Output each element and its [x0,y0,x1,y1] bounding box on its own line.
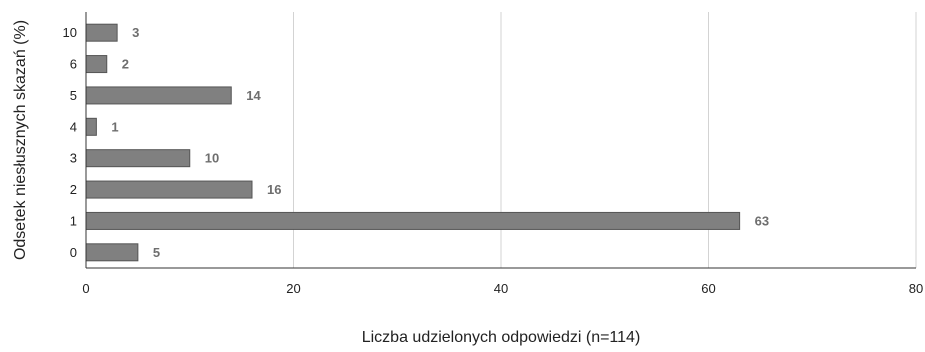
y-tick-label: 6 [70,57,77,72]
bar-2 [85,180,253,199]
data-label-3: 10 [205,151,219,166]
data-label-4: 1 [111,119,118,134]
x-tick-label: 60 [701,281,715,296]
data-label-0: 5 [153,245,160,260]
x-tick-label: 80 [909,281,923,296]
x-tick-label: 0 [82,281,89,296]
y-tick-label: 0 [70,245,77,260]
data-label-5: 14 [246,88,261,103]
bar-4 [85,117,97,136]
y-tick-label: 4 [70,119,77,134]
y-tick-label: 10 [63,25,77,40]
x-axis-title: Liczba udzielonych odpowiedzi (n=114) [362,329,641,346]
bar-1 [85,211,741,230]
y-tick-label: 3 [70,151,77,166]
data-label-2: 16 [267,182,281,197]
bar-3 [85,149,191,168]
data-label-10: 3 [132,25,139,40]
data-label-6: 2 [122,57,129,72]
x-tick-labels: 0 20 40 60 80 [82,281,923,296]
y-tick-label: 5 [70,88,77,103]
y-tick-label: 1 [70,213,77,228]
x-tick-label: 20 [286,281,300,296]
bar-5 [85,86,232,105]
bar-6 [85,55,108,74]
bar-10 [85,23,118,42]
bars [85,23,741,262]
x-tick-label: 40 [494,281,508,296]
data-labels: 3 2 14 1 10 16 63 5 [111,25,769,260]
y-axis-title: Odsetek niesłusznych skazań (%) [12,20,29,260]
data-label-1: 63 [755,213,769,228]
bar-0 [85,243,139,262]
y-tick-label: 2 [70,182,77,197]
